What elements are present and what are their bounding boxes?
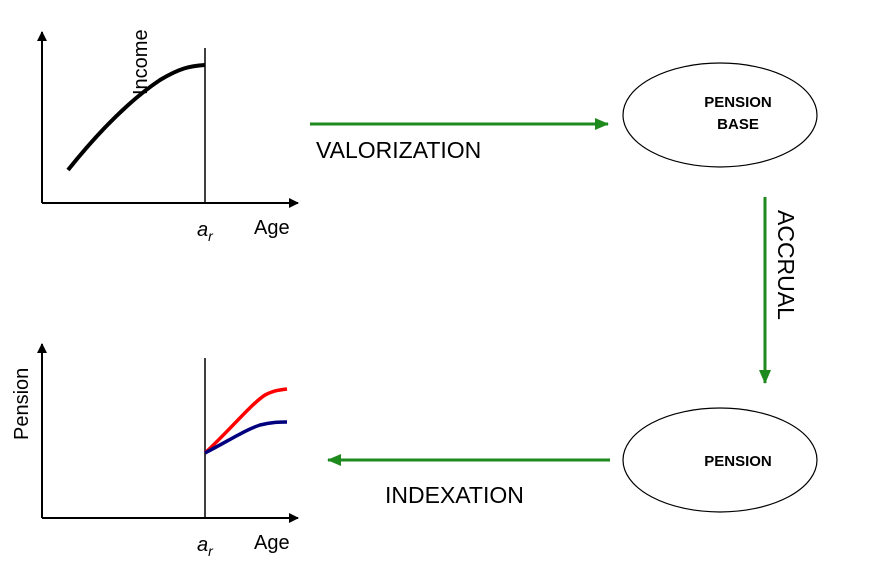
marker-subscript: r (208, 228, 214, 244)
marker-label: ar (197, 219, 214, 244)
income-curve (66, 63, 206, 172)
red-curve (203, 387, 288, 455)
pension-label: PENSION (704, 453, 772, 470)
valorization-label: VALORIZATION (316, 137, 481, 163)
pension-base-line: BASE (717, 116, 759, 133)
indexation-label: INDEXATION (385, 482, 524, 508)
pension-base-line: PENSION (704, 94, 772, 111)
income-chart: Income ar Age (37, 29, 299, 244)
x-label: Age (254, 217, 290, 239)
marker-subscript: r (208, 543, 214, 559)
pension-base-node (622, 62, 818, 168)
pension-chart: Pension ar Age (11, 343, 299, 559)
accrual-label: ACCRUAL (773, 210, 799, 320)
x-label: Age (254, 532, 290, 554)
marker-label: ar (197, 534, 214, 559)
pension-node (622, 407, 818, 513)
marker-base: a (197, 219, 208, 241)
blue-curve (204, 420, 288, 455)
marker-base: a (197, 534, 208, 556)
y-label: Income (130, 29, 152, 95)
y-label: Pension (11, 368, 33, 440)
